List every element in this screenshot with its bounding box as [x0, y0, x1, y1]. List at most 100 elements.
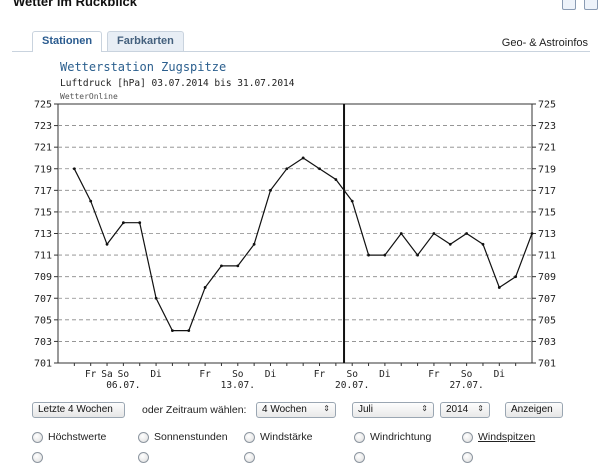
y-tick-label-right: 707	[538, 294, 556, 305]
x-date-label: 20.07.	[335, 380, 369, 391]
radio-label: Windstärke	[260, 431, 313, 443]
y-tick-label: 701	[34, 359, 52, 370]
y-tick-label-right: 717	[538, 186, 556, 197]
radio-label: Windspitzen	[478, 431, 536, 443]
year-select-value: 2014	[446, 404, 469, 415]
geo-astro-link[interactable]: Geo- & Astroinfos	[501, 37, 588, 49]
data-point	[285, 167, 289, 171]
x-day-label: So	[346, 369, 358, 380]
data-point	[301, 156, 305, 160]
print-icon[interactable]	[562, 0, 576, 10]
data-point	[89, 199, 93, 203]
y-tick-label: 719	[34, 164, 52, 175]
tabs-bar: Stationen Farbkarten Geo- & Astroinfos	[12, 31, 590, 52]
x-day-label: So	[461, 369, 473, 380]
x-day-label: So	[232, 369, 244, 380]
radio-button[interactable]	[354, 452, 365, 463]
series-line	[73, 157, 533, 332]
data-point	[383, 253, 387, 257]
y-tick-label: 717	[34, 186, 52, 197]
last-4-weeks-button[interactable]: Letzte 4 Wochen	[32, 402, 125, 418]
radio-button[interactable]	[138, 431, 149, 443]
x-date-label: 06.07.	[106, 380, 140, 391]
data-point	[154, 296, 158, 300]
x-day-label: Sa	[101, 369, 112, 380]
x-day-label: So	[118, 369, 130, 380]
select-arrow-icon: ⇕	[323, 404, 330, 413]
radio-windspitzen[interactable]: Windspitzen	[462, 431, 535, 443]
show-button[interactable]: Anzeigen	[505, 402, 563, 418]
radio-label: Sonnenstunden	[154, 431, 228, 443]
y-tick-label: 707	[34, 294, 52, 305]
radio-label: Windrichtung	[370, 431, 432, 443]
radio-windstaerke[interactable]: Windstärke	[244, 431, 313, 443]
y-tick-label-right: 703	[538, 337, 556, 348]
radio-button[interactable]	[32, 431, 43, 443]
radio-hoechstwerte[interactable]: Höchstwerte	[32, 431, 106, 443]
y-tick-label: 711	[34, 251, 52, 262]
data-point	[72, 167, 76, 171]
radio-option[interactable]	[462, 452, 473, 463]
y-tick-label-right: 709	[538, 272, 556, 283]
radio-button[interactable]	[462, 431, 473, 443]
data-point	[350, 199, 354, 203]
tab-stationen[interactable]: Stationen	[32, 31, 103, 52]
x-date-label: 13.07.	[221, 380, 255, 391]
chart-subtitle: Luftdruck [hPa] 03.07.2014 bis 31.07.201…	[60, 78, 295, 89]
duration-select-value: 4 Wochen	[262, 404, 307, 415]
controls-bar: Letzte 4 Wochen oder Zeitraum wählen: 4 …	[32, 402, 592, 424]
radio-button[interactable]	[32, 452, 43, 463]
data-point	[367, 253, 370, 257]
radio-label: Höchstwerte	[48, 431, 107, 443]
data-point	[416, 253, 419, 257]
data-point	[334, 178, 338, 181]
y-tick-label: 703	[34, 337, 52, 348]
y-tick-label: 705	[34, 315, 52, 326]
tab-farbkarten[interactable]: Farbkarten	[107, 31, 184, 51]
radio-button[interactable]	[462, 452, 473, 463]
x-day-label: Di	[265, 369, 277, 380]
radio-option[interactable]	[138, 452, 149, 463]
data-point	[481, 242, 485, 246]
radio-option[interactable]	[32, 452, 43, 463]
select-arrow-icon: ⇕	[477, 404, 484, 413]
data-point	[530, 232, 534, 235]
page-title: Wetter im Rückblick	[13, 0, 138, 9]
duration-select[interactable]: 4 Wochen ⇕	[256, 402, 336, 418]
parameter-radio-row-2	[32, 452, 592, 468]
chart-credit: WetterOnline	[60, 92, 118, 101]
data-point	[171, 329, 174, 333]
data-point	[399, 232, 403, 235]
radio-windrichtung[interactable]: Windrichtung	[354, 431, 431, 443]
y-tick-label: 709	[34, 272, 52, 283]
y-tick-label-right: 705	[538, 315, 556, 326]
top-icons	[562, 0, 598, 10]
x-day-label: Fr	[314, 369, 326, 380]
data-point	[318, 167, 321, 171]
radio-option[interactable]	[354, 452, 365, 463]
data-point	[187, 329, 191, 333]
y-tick-label-right: 713	[538, 229, 556, 240]
radio-button[interactable]	[244, 452, 255, 463]
radio-sonnenstunden[interactable]: Sonnenstunden	[138, 431, 228, 443]
radio-button[interactable]	[354, 431, 365, 443]
y-tick-label: 721	[34, 143, 52, 154]
parameter-radio-row: Höchstwerte Sonnenstunden Windstärke Win…	[32, 431, 592, 447]
radio-option[interactable]	[244, 452, 255, 463]
y-tick-label: 725	[34, 100, 52, 111]
data-point	[465, 232, 469, 235]
share-icon[interactable]	[584, 0, 598, 10]
month-select[interactable]: Juli ⇕	[352, 402, 434, 418]
data-point	[203, 286, 207, 289]
y-tick-label: 713	[34, 229, 52, 240]
year-select[interactable]: 2014 ⇕	[440, 402, 490, 418]
data-point	[236, 264, 240, 268]
data-point	[121, 221, 125, 225]
data-point	[220, 264, 223, 268]
select-arrow-icon: ⇕	[421, 404, 428, 413]
y-tick-label-right: 721	[538, 143, 556, 154]
radio-button[interactable]	[244, 431, 255, 443]
radio-button[interactable]	[138, 452, 149, 463]
y-tick-label-right: 719	[538, 164, 556, 175]
data-point	[432, 232, 436, 235]
